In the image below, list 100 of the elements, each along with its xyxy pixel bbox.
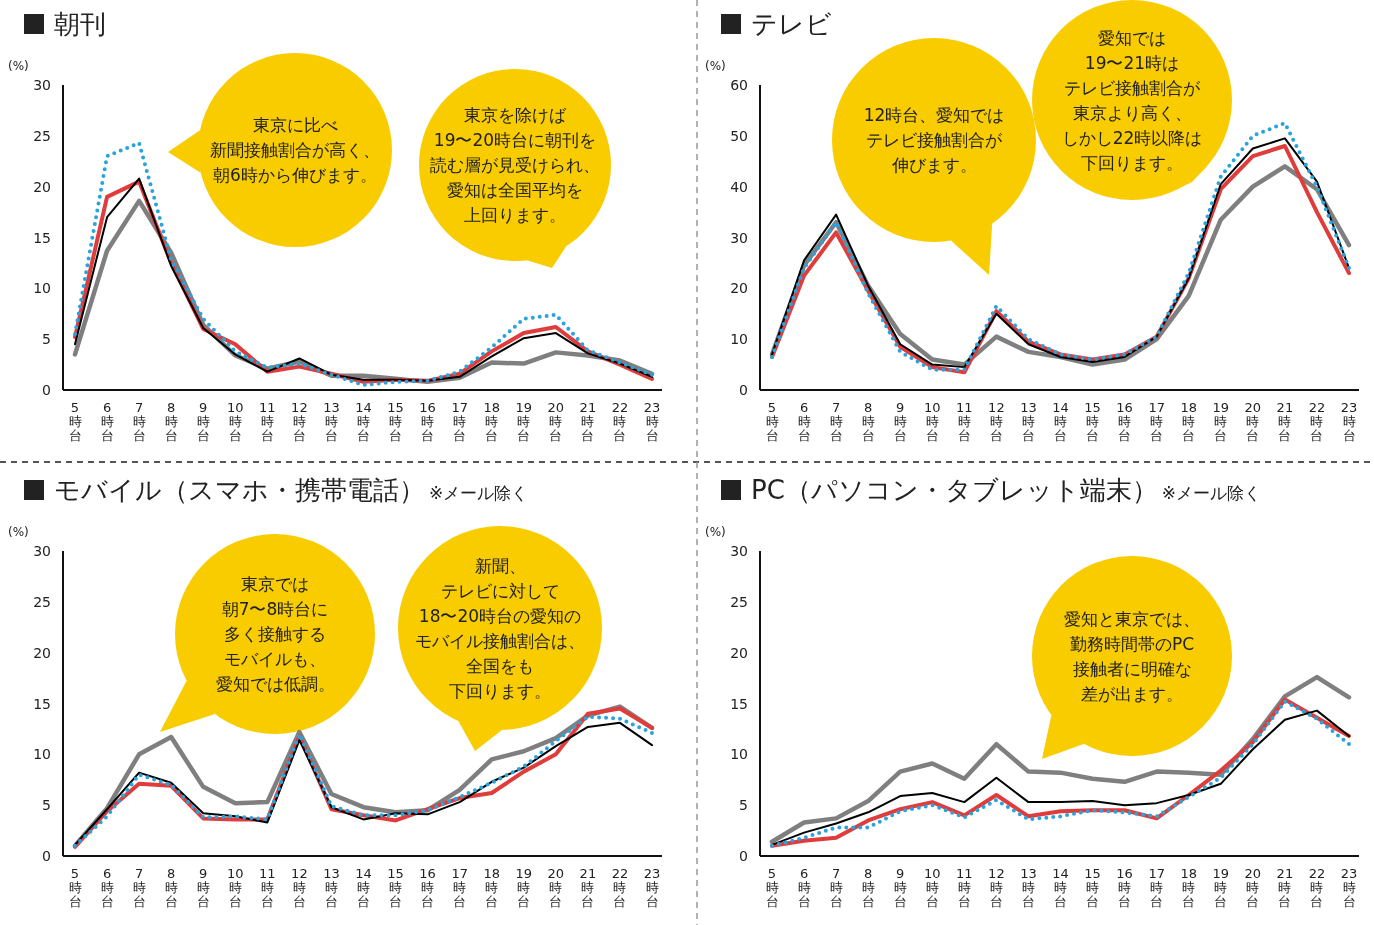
y-tick-label: 10: [730, 746, 748, 763]
x-tick-label: 23時台: [643, 866, 661, 909]
y-tick-label: 20: [33, 178, 51, 195]
y-tick-label: 0: [739, 848, 748, 864]
x-tick-label: 11時台: [956, 400, 973, 443]
x-tick-label: 8時台: [861, 400, 875, 443]
x-tick-label: 13時台: [1020, 866, 1037, 909]
y-tick-label: 10: [33, 746, 51, 763]
x-tick-label: 17時台: [1148, 866, 1165, 909]
y-axis-title: (%): [705, 525, 726, 539]
y-tick-label: 40: [730, 178, 748, 195]
x-tick-label: 11時台: [259, 400, 276, 443]
x-tick-label: 22時台: [611, 400, 629, 443]
x-tick-label: 18時台: [1180, 866, 1197, 909]
x-tick-label: 7時台: [829, 866, 843, 909]
x-tick-label: 14時台: [355, 400, 372, 443]
x-tick-label: 16時台: [1116, 866, 1133, 909]
x-tick-label: 6時台: [797, 866, 811, 909]
annotation: 新聞、テレビに対して18〜20時台の愛知のモバイル接触割合は、全国をも下回ります。: [415, 555, 585, 701]
y-tick-label: 60: [730, 77, 748, 93]
x-tick-label: 14時台: [355, 866, 372, 909]
x-tick-label: 8時台: [164, 400, 178, 443]
y-tick-label: 30: [730, 543, 748, 559]
x-tick-label: 15時台: [387, 400, 404, 443]
x-tick-label: 20時台: [1244, 400, 1262, 443]
x-tick-label: 20時台: [1244, 866, 1262, 909]
y-tick-label: 20: [33, 644, 51, 661]
y-axis-title: (%): [8, 59, 29, 73]
x-tick-label: 12時台: [291, 400, 308, 443]
chart-subtitle: ※メール除く: [1161, 483, 1262, 503]
y-tick-label: 50: [730, 127, 748, 144]
x-tick-label: 12時台: [988, 866, 1005, 909]
x-tick-label: 10時台: [227, 400, 244, 443]
x-tick-label: 17時台: [451, 400, 468, 443]
x-tick-label: 6時台: [797, 400, 811, 443]
x-tick-label: 8時台: [861, 866, 875, 909]
x-tick-label: 13時台: [1020, 400, 1037, 443]
y-tick-label: 5: [42, 331, 51, 348]
y-tick-label: 15: [730, 695, 748, 712]
chart-title: 朝刊: [54, 9, 106, 39]
y-tick-label: 25: [33, 127, 51, 144]
x-tick-label: 12時台: [291, 866, 308, 909]
x-tick-label: 6時台: [100, 866, 114, 909]
x-tick-label: 14時台: [1052, 866, 1069, 909]
x-tick-label: 10時台: [227, 866, 244, 909]
x-tick-label: 10時台: [924, 866, 941, 909]
x-tick-label: 19時台: [1212, 866, 1230, 909]
y-tick-label: 20: [730, 644, 748, 661]
x-tick-label: 12時台: [988, 400, 1005, 443]
annotation: 東京に比べ新聞接触割合が高く、朝6時から伸びます。: [210, 115, 380, 185]
x-tick-label: 5時台: [765, 866, 779, 909]
x-tick-label: 16時台: [1116, 400, 1133, 443]
annotation: 12時台、愛知ではテレビ接触割合が伸びます。: [863, 105, 1005, 175]
x-tick-label: 15時台: [387, 866, 404, 909]
y-axis-title: (%): [8, 525, 29, 539]
y-tick-label: 0: [739, 382, 748, 398]
x-tick-label: 19時台: [1212, 400, 1230, 443]
y-axis-title: (%): [705, 59, 726, 73]
x-tick-label: 22時台: [1308, 866, 1326, 909]
y-tick-label: 25: [33, 593, 51, 610]
y-tick-label: 15: [33, 695, 51, 712]
x-tick-label: 17時台: [451, 866, 468, 909]
x-tick-label: 20時台: [547, 400, 565, 443]
y-tick-label: 30: [33, 543, 51, 559]
x-tick-label: 18時台: [483, 400, 500, 443]
x-tick-label: 22時台: [611, 866, 629, 909]
x-tick-label: 16時台: [419, 866, 436, 909]
x-tick-label: 8時台: [164, 866, 178, 909]
x-tick-label: 18時台: [483, 866, 500, 909]
y-tick-label: 30: [730, 229, 748, 246]
y-tick-label: 5: [739, 797, 748, 814]
chart-subtitle: ※メール除く: [429, 483, 529, 503]
x-tick-label: 21時台: [1276, 866, 1294, 909]
x-tick-label: 19時台: [515, 866, 533, 909]
x-tick-label: 23時台: [1340, 866, 1358, 909]
x-tick-label: 15時台: [1084, 400, 1101, 443]
y-tick-label: 25: [730, 593, 748, 610]
chart-title: PC（パソコン・タブレット端末）: [751, 475, 1158, 505]
x-tick-label: 7時台: [829, 400, 843, 443]
y-tick-label: 10: [33, 280, 51, 297]
annotation: 愛知では19〜21時はテレビ接触割合が東京より高く、しかし22時以降は下回ります。: [1061, 27, 1203, 173]
x-tick-label: 11時台: [259, 866, 276, 909]
x-tick-label: 7時台: [132, 400, 146, 443]
x-tick-label: 23時台: [1340, 400, 1358, 443]
x-tick-label: 5時台: [765, 400, 779, 443]
y-tick-label: 5: [42, 797, 51, 814]
x-tick-label: 21時台: [579, 400, 597, 443]
y-tick-label: 10: [730, 331, 748, 348]
x-tick-label: 22時台: [1308, 400, 1326, 443]
x-tick-label: 11時台: [956, 866, 973, 909]
x-tick-label: 13時台: [323, 866, 340, 909]
x-tick-label: 13時台: [323, 400, 340, 443]
y-tick-label: 20: [730, 280, 748, 297]
x-tick-label: 20時台: [547, 866, 565, 909]
x-tick-label: 21時台: [1276, 400, 1294, 443]
x-tick-label: 7時台: [132, 866, 146, 909]
annotation: 愛知と東京では、勤務時間帯のPC接触者に明確な差が出ます。: [1064, 608, 1200, 704]
x-tick-label: 16時台: [419, 400, 436, 443]
x-tick-label: 10時台: [924, 400, 941, 443]
x-tick-label: 9時台: [196, 400, 210, 443]
